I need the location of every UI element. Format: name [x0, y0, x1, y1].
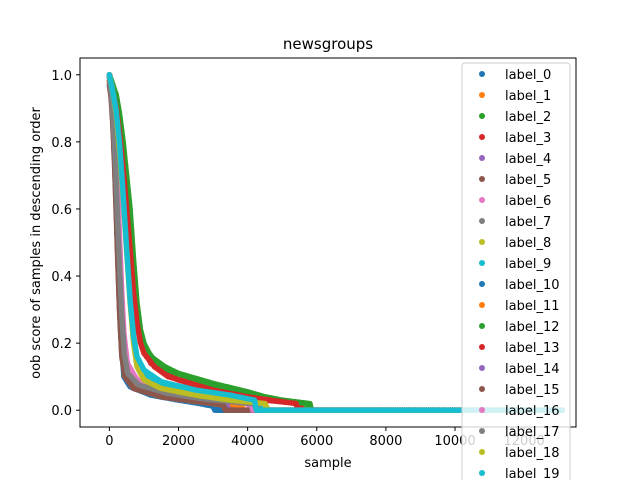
chart-title: newsgroups — [283, 35, 373, 53]
